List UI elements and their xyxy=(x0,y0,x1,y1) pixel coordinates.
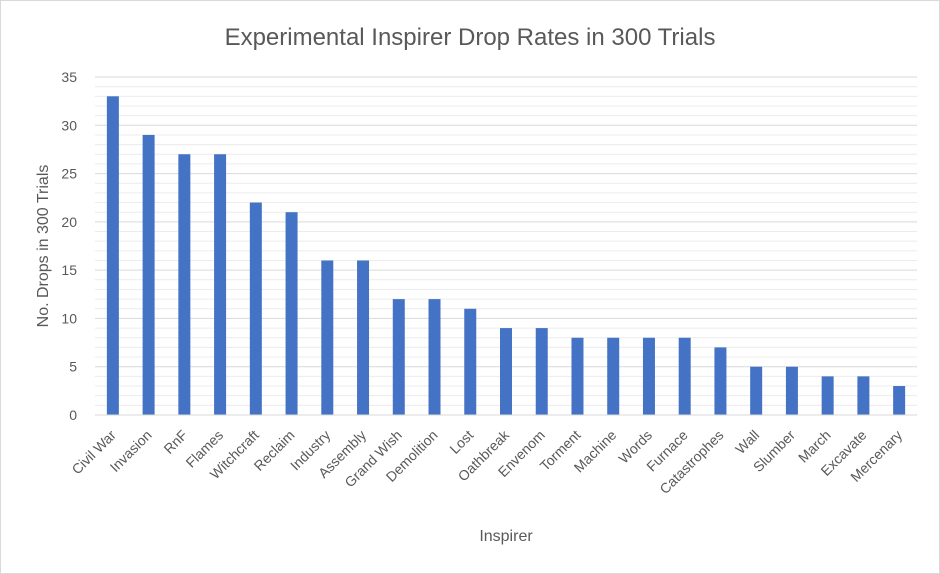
bar-rnf xyxy=(178,154,191,415)
y-tick-label: 15 xyxy=(61,262,77,278)
bar-flames xyxy=(214,154,227,415)
bar-words xyxy=(642,337,655,415)
bar-march xyxy=(821,376,834,415)
bar-assembly xyxy=(357,260,370,415)
chart-title: Experimental Inspirer Drop Rates in 300 … xyxy=(225,24,716,51)
y-axis-ticks: 0 5 10 15 20 25 30 35 xyxy=(61,69,77,423)
bar-excavate xyxy=(857,376,870,415)
y-tick-label: 25 xyxy=(61,166,77,182)
bar-furnace xyxy=(678,337,691,415)
bar-civil-war xyxy=(106,96,119,416)
bar-slumber xyxy=(785,366,798,415)
bar-envenom xyxy=(535,328,548,415)
x-tick-label: RnF xyxy=(160,427,190,457)
y-tick-label: 20 xyxy=(61,214,77,230)
bar-lost xyxy=(464,308,477,415)
bar-oathbreak xyxy=(500,328,512,415)
bar-demolition xyxy=(428,299,441,415)
x-axis-title: Inspirer xyxy=(479,528,533,545)
bar-reclaim xyxy=(285,212,298,415)
y-tick-label: 0 xyxy=(69,407,77,423)
bars xyxy=(106,96,906,416)
y-tick-label: 35 xyxy=(61,69,77,85)
y-tick-label: 30 xyxy=(61,117,77,133)
y-axis-title: No. Drops in 300 Trials xyxy=(35,165,52,328)
y-tick-label: 10 xyxy=(61,310,77,326)
y-tick-label: 5 xyxy=(69,359,77,375)
x-tick-label: Lost xyxy=(446,427,476,457)
bar-invasion xyxy=(142,134,155,415)
bar-mercenary xyxy=(893,386,906,415)
bar-torment xyxy=(571,337,584,415)
bar-witchcraft xyxy=(249,202,262,415)
bar-industry xyxy=(321,260,334,415)
bar-grand-wish xyxy=(392,299,405,415)
x-tick-label: Wall xyxy=(732,427,762,457)
bar-machine xyxy=(607,337,620,415)
bar-catastrophes xyxy=(714,347,727,415)
gridlines xyxy=(95,76,917,406)
bar-wall xyxy=(750,366,763,415)
